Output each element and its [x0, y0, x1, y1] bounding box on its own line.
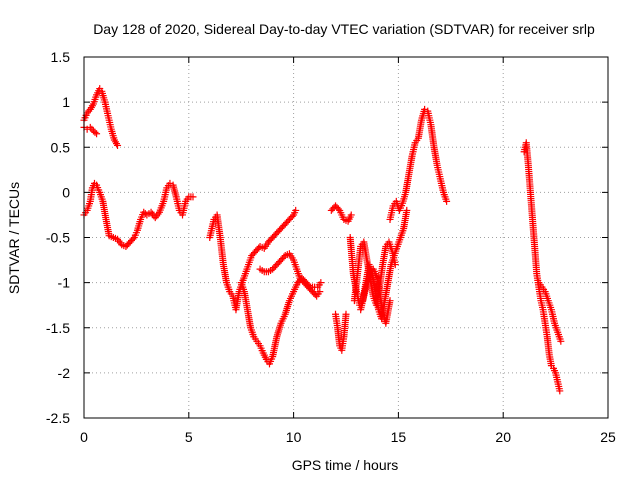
data-point [292, 206, 300, 214]
x-tick-label: 10 [286, 429, 302, 445]
x-axis-label: GPS time / hours [292, 457, 399, 473]
data-point [316, 288, 324, 296]
series-s5 [237, 274, 325, 368]
data-point [114, 141, 122, 149]
data-points [80, 85, 565, 395]
y-tick-label: -2 [58, 365, 71, 381]
series-s14 [535, 279, 565, 345]
series-s6 [256, 250, 324, 300]
data-point [443, 197, 451, 205]
y-tick-label: -1.5 [46, 320, 70, 336]
y-tick-label: -2.5 [46, 410, 70, 426]
data-point [86, 123, 94, 131]
grid-lines [84, 57, 608, 418]
series-s10 [350, 238, 399, 309]
data-point [342, 310, 350, 318]
series-s12 [386, 105, 451, 223]
data-point-fill [129, 235, 137, 243]
series-s1 [80, 85, 122, 149]
y-axis-label: SDTVAR / TECUs [6, 182, 22, 294]
data-point [391, 261, 399, 269]
x-tick-label: 25 [600, 429, 616, 445]
data-point-fill [88, 125, 96, 133]
data-point-fill [311, 291, 319, 299]
y-tick-label: 1.5 [51, 49, 71, 65]
plot-frame [83, 56, 609, 419]
series-s13 [520, 139, 564, 395]
y-tick-label: 0 [62, 184, 70, 200]
data-point-fill [334, 205, 342, 213]
series-s11 [357, 265, 394, 327]
x-tick-label: 15 [391, 429, 407, 445]
y-tick-label: -0.5 [46, 230, 70, 246]
data-point [557, 337, 565, 345]
data-point-fill [288, 212, 296, 220]
chart-title: Day 128 of 2020, Sidereal Day-to-day VTE… [93, 21, 595, 37]
y-tick-label: -1 [58, 275, 71, 291]
y-tick-label: 0.5 [51, 139, 71, 155]
data-point [317, 279, 325, 287]
y-tick-label: 1 [62, 94, 70, 110]
series-s7 [327, 202, 355, 225]
tick-labels: 0 5 10 15 20 25 -2.5 -2 -1.5 -1 -0.5 0 0.5 1 1.5 [46, 49, 616, 445]
x-tick-label: 0 [80, 429, 88, 445]
axis-ticks [83, 56, 609, 419]
x-tick-label: 5 [185, 429, 193, 445]
series-s8 [332, 310, 350, 354]
data-point-fill [91, 128, 99, 136]
data-point [347, 211, 355, 219]
series-s3 [80, 179, 197, 251]
x-tick-label: 20 [495, 429, 511, 445]
data-point [93, 130, 101, 138]
data-point [403, 206, 411, 214]
series-s2 [80, 123, 101, 138]
series-s4 [206, 206, 300, 314]
data-point [556, 387, 564, 395]
data-point [189, 193, 197, 201]
data-point [386, 297, 394, 305]
